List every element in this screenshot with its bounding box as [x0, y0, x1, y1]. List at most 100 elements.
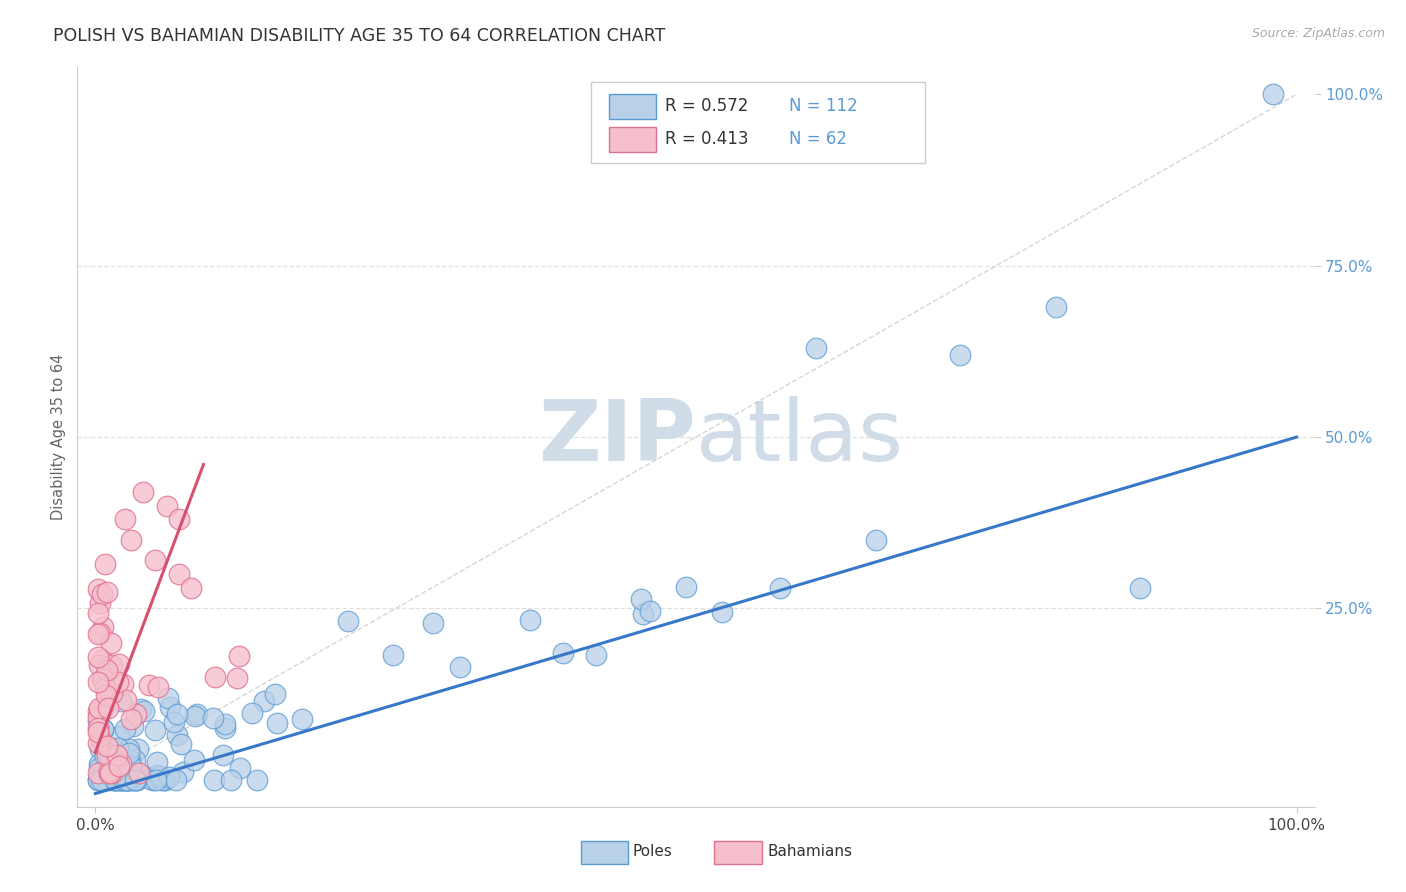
Point [118, 746, 141, 760]
Point [108, 759, 131, 773]
Point [214, 717, 236, 731]
Point [115, 772, 138, 787]
FancyBboxPatch shape [609, 127, 657, 152]
Point [149, 769, 172, 783]
Point [89, 757, 111, 772]
Point [97, 701, 120, 715]
Point [266, 716, 288, 731]
Point [94, 688, 117, 702]
Point [146, 768, 169, 782]
Point [212, 748, 235, 763]
Point [553, 646, 575, 660]
Point [229, 761, 252, 775]
Point [1129, 581, 1152, 595]
Point [87, 772, 110, 787]
Point [219, 772, 242, 787]
Point [94, 749, 117, 764]
Point [97, 772, 120, 787]
Point [112, 772, 135, 787]
Point [263, 687, 285, 701]
Point [110, 772, 132, 787]
Point [107, 675, 129, 690]
Point [117, 772, 139, 787]
Point [138, 678, 160, 692]
Point [98, 766, 121, 780]
Point [89, 731, 111, 745]
Point [163, 715, 186, 730]
Point [132, 704, 155, 718]
Point [87, 766, 110, 780]
Point [91, 672, 114, 686]
Point [120, 712, 142, 726]
Point [157, 771, 180, 785]
Point [94, 679, 117, 693]
Point [100, 636, 122, 650]
Point [172, 765, 194, 780]
Point [91, 722, 114, 736]
Point [640, 604, 662, 618]
Point [585, 648, 607, 662]
Point [120, 754, 142, 768]
Point [91, 701, 114, 715]
Point [153, 772, 176, 787]
Point [1261, 87, 1284, 102]
Point [87, 736, 110, 750]
Point [87, 650, 110, 665]
Point [94, 681, 117, 696]
Point [146, 680, 169, 694]
Point [949, 348, 972, 362]
Point [91, 772, 114, 787]
Point [115, 692, 138, 706]
Point [225, 671, 247, 685]
Y-axis label: Disability Age 35 to 64: Disability Age 35 to 64 [51, 354, 66, 520]
Point [108, 729, 131, 743]
Point [125, 707, 148, 722]
Point [100, 765, 122, 780]
Point [89, 596, 111, 610]
Point [124, 772, 146, 787]
Point [97, 768, 120, 782]
Point [336, 614, 359, 628]
Point [143, 723, 166, 738]
Text: N = 112: N = 112 [789, 97, 858, 115]
Point [96, 748, 118, 763]
Point [107, 740, 129, 755]
Point [91, 653, 114, 667]
FancyBboxPatch shape [591, 82, 925, 163]
Text: Poles: Poles [633, 845, 672, 859]
Point [246, 772, 269, 787]
Point [105, 747, 128, 762]
Text: ZIP: ZIP [538, 395, 696, 479]
Point [142, 772, 165, 787]
Point [865, 533, 887, 547]
Point [228, 649, 250, 664]
Point [449, 660, 471, 674]
Point [519, 613, 541, 627]
Point [112, 772, 135, 787]
Point [422, 615, 444, 630]
Point [107, 747, 129, 762]
Point [769, 582, 792, 596]
Point [145, 772, 167, 787]
Point [114, 772, 136, 787]
Text: R = 0.572: R = 0.572 [665, 97, 748, 115]
Point [96, 663, 118, 677]
Point [159, 700, 181, 714]
FancyBboxPatch shape [609, 95, 657, 120]
Point [180, 581, 202, 595]
Point [87, 606, 110, 620]
Point [98, 747, 121, 762]
Point [87, 582, 110, 596]
Point [157, 690, 180, 705]
Point [91, 587, 114, 601]
Point [108, 657, 131, 672]
Point [117, 771, 139, 785]
Point [98, 740, 121, 755]
Text: Bahamians: Bahamians [768, 845, 852, 859]
Point [121, 772, 143, 787]
Point [87, 710, 110, 724]
Point [132, 484, 155, 499]
Point [240, 706, 263, 721]
Point [150, 772, 173, 787]
Point [114, 722, 136, 736]
